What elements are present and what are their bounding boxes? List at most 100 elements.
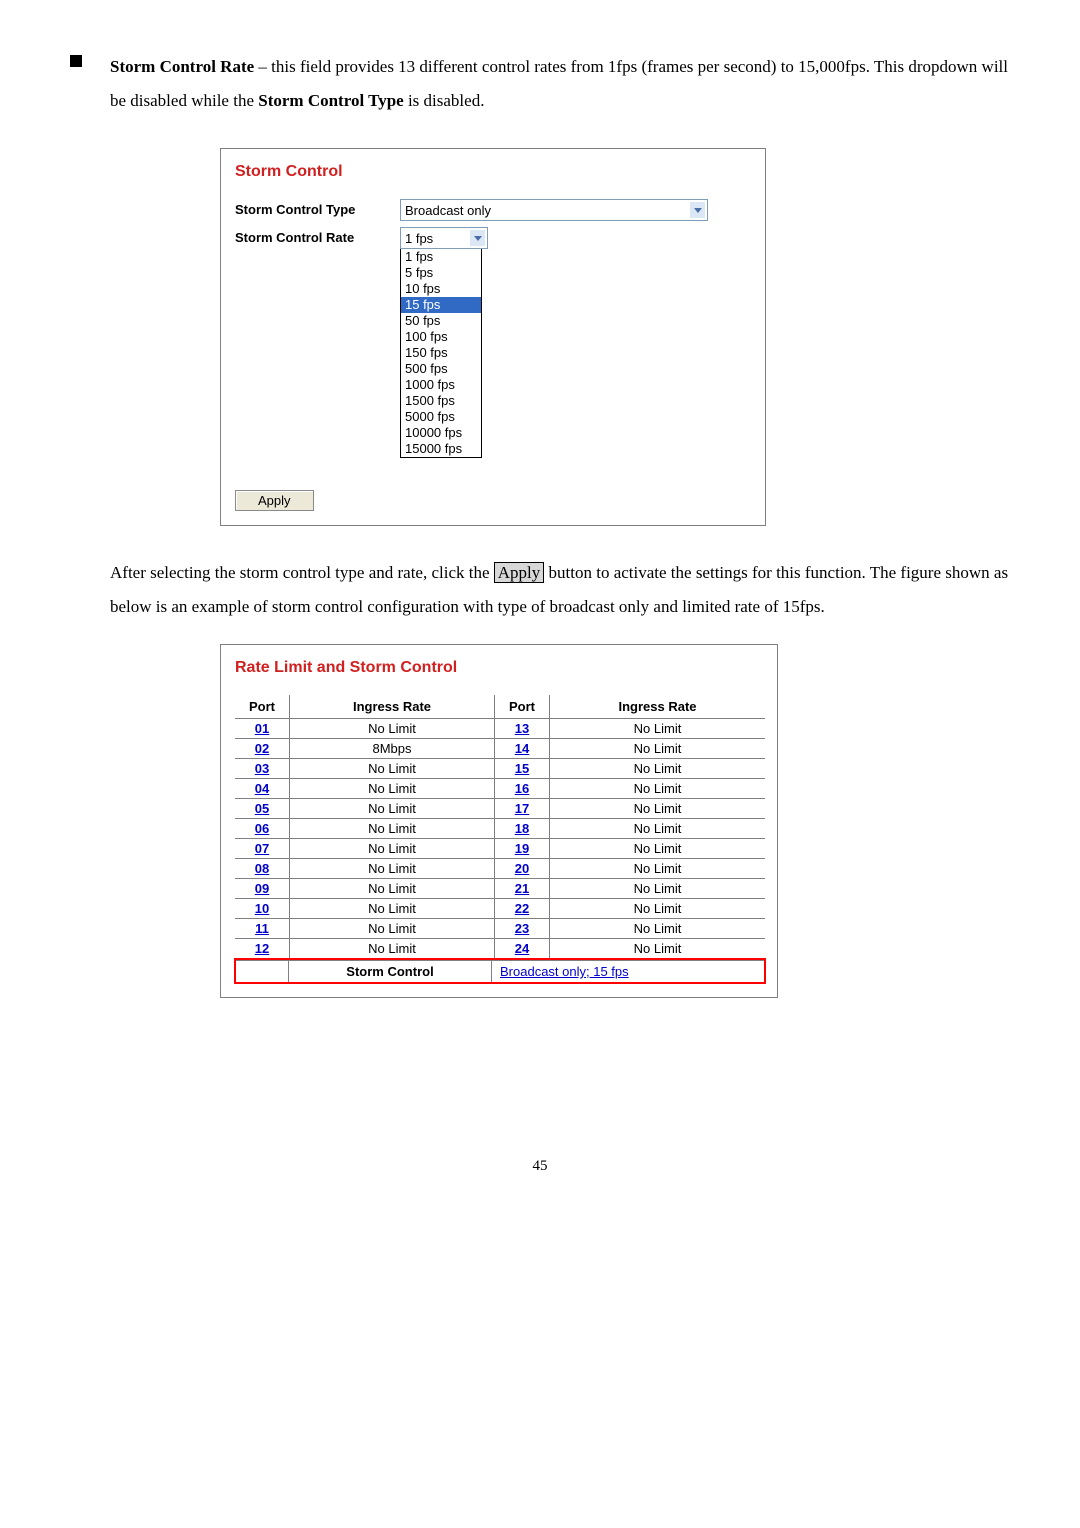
port-link[interactable]: 09 [255,881,269,896]
rate-field: 1 fps 1 fps5 fps10 fps15 fps50 fps100 fp… [400,227,765,458]
ingress-cell: No Limit [290,899,495,919]
page-number: 45 [70,1158,1010,1175]
ingress-cell: 8Mbps [290,739,495,759]
rate-label: Storm Control Rate [235,227,400,245]
bullet-text: Storm Control Rate – this field provides… [110,50,1010,118]
ingress-cell: No Limit [290,799,495,819]
port-link[interactable]: 04 [255,781,269,796]
port-link[interactable]: 22 [515,901,529,916]
table-row: 09No Limit21No Limit [235,879,765,899]
port-link[interactable]: 18 [515,821,529,836]
rate-option[interactable]: 15 fps [401,297,481,313]
port-link[interactable]: 23 [515,921,529,936]
rate-option[interactable]: 10 fps [401,281,481,297]
type-select[interactable]: Broadcast only [400,199,708,221]
rate-select[interactable]: 1 fps [400,227,488,249]
bullet-title: Storm Control Rate [110,57,254,76]
chevron-down-icon [470,230,485,246]
rate-select-value: 1 fps [405,231,433,246]
table-row: 03No Limit15No Limit [235,759,765,779]
port-link[interactable]: 03 [255,761,269,776]
rate-option[interactable]: 50 fps [401,313,481,329]
body-paragraph: After selecting the storm control type a… [110,556,1010,624]
bullet-square-icon [70,55,82,67]
rate-option[interactable]: 1 fps [401,249,481,265]
chevron-down-icon [690,202,705,218]
rate-option[interactable]: 15000 fps [401,441,481,457]
rate-dropdown-list[interactable]: 1 fps5 fps10 fps15 fps50 fps100 fps150 f… [400,249,482,458]
apply-button[interactable]: Apply [235,490,314,511]
ingress-cell: No Limit [290,879,495,899]
rate-option[interactable]: 500 fps [401,361,481,377]
port-link[interactable]: 13 [515,721,529,736]
ingress-cell: No Limit [550,939,766,959]
footer-link[interactable]: Broadcast only; 15 fps [500,964,629,979]
col-port2: Port [495,695,550,719]
highlight-box: Storm Control Broadcast only; 15 fps [234,958,766,984]
port-link[interactable]: 15 [515,761,529,776]
ingress-cell: No Limit [550,759,766,779]
table-row: 01No Limit13No Limit [235,719,765,739]
port-link[interactable]: 10 [255,901,269,916]
port-link[interactable]: 05 [255,801,269,816]
footer-label: Storm Control [288,961,492,982]
rate-option[interactable]: 100 fps [401,329,481,345]
table-row: 04 No Limit 16 No Limit [235,779,765,799]
port-link[interactable]: 21 [515,881,529,896]
inline-apply-button: Apply [494,562,545,583]
panel-title: Storm Control [235,163,765,181]
port-link[interactable]: 08 [255,861,269,876]
type-field: Broadcast only [400,199,765,221]
port-link[interactable]: 12 [255,941,269,956]
rate-option[interactable]: 150 fps [401,345,481,361]
table-row: 12 No Limit 24 No Limit [235,939,765,959]
col-ingress2: Ingress Rate [550,695,766,719]
ingress-cell: No Limit [290,859,495,879]
port-link[interactable]: 16 [515,781,529,796]
port-link[interactable]: 07 [255,841,269,856]
rate-option[interactable]: 1000 fps [401,377,481,393]
col-port: Port [235,695,290,719]
ingress-cell: No Limit [290,719,495,739]
panel2-title: Rate Limit and Storm Control [235,659,765,677]
port-link[interactable]: 11 [255,921,269,936]
port-link[interactable]: 20 [515,861,529,876]
port-link[interactable]: 01 [255,721,269,736]
port-link[interactable]: 02 [255,741,269,756]
port-link[interactable]: 06 [255,821,269,836]
ingress-cell: No Limit [290,939,495,959]
rate-table: Port Ingress Rate Port Ingress Rate 01 No… [235,695,765,959]
ingress-cell: No Limit [550,899,766,919]
rate-option[interactable]: 10000 fps [401,425,481,441]
port-link[interactable]: 24 [515,941,529,956]
rate-limit-panel: Rate Limit and Storm Control Port Ingres… [220,644,778,998]
col-ingress: Ingress Rate [290,695,495,719]
table-row: 05No Limit17No Limit [235,799,765,819]
ingress-cell: No Limit [290,839,495,859]
table-row: 07No Limit19No Limit [235,839,765,859]
ingress-cell: No Limit [550,919,766,939]
ingress-cell: No Limit [550,779,766,799]
port-link[interactable]: 17 [515,801,529,816]
footer-value: Broadcast only; 15 fps [492,961,637,982]
midtext-part1: After selecting the storm control type a… [110,563,494,582]
table-row: 08 No Limit 20 No Limit [235,859,765,879]
table-row: 02 8Mbps 14 No Limit [235,739,765,759]
ingress-cell: No Limit [550,739,766,759]
apply-wrap: Apply [235,472,400,511]
table-row: 06No Limit18No Limit [235,819,765,839]
ingress-cell: No Limit [550,859,766,879]
storm-control-panel: Storm Control Storm Control Type Broadca… [220,148,766,526]
rate-option[interactable]: 1500 fps [401,393,481,409]
ingress-cell: No Limit [290,779,495,799]
port-link[interactable]: 14 [515,741,529,756]
port-link[interactable]: 19 [515,841,529,856]
type-label: Storm Control Type [235,199,400,217]
table-row: 10 No Limit 22 No Limit [235,899,765,919]
rate-option[interactable]: 5000 fps [401,409,481,425]
table-header-row: Port Ingress Rate Port Ingress Rate [235,695,765,719]
rate-option[interactable]: 5 fps [401,265,481,281]
rate-row: Storm Control Rate 1 fps 1 fps5 fps10 fp… [235,227,765,458]
storm-control-footer: Storm Control Broadcast only; 15 fps [236,960,764,982]
bullet-item: Storm Control Rate – this field provides… [70,50,1010,118]
